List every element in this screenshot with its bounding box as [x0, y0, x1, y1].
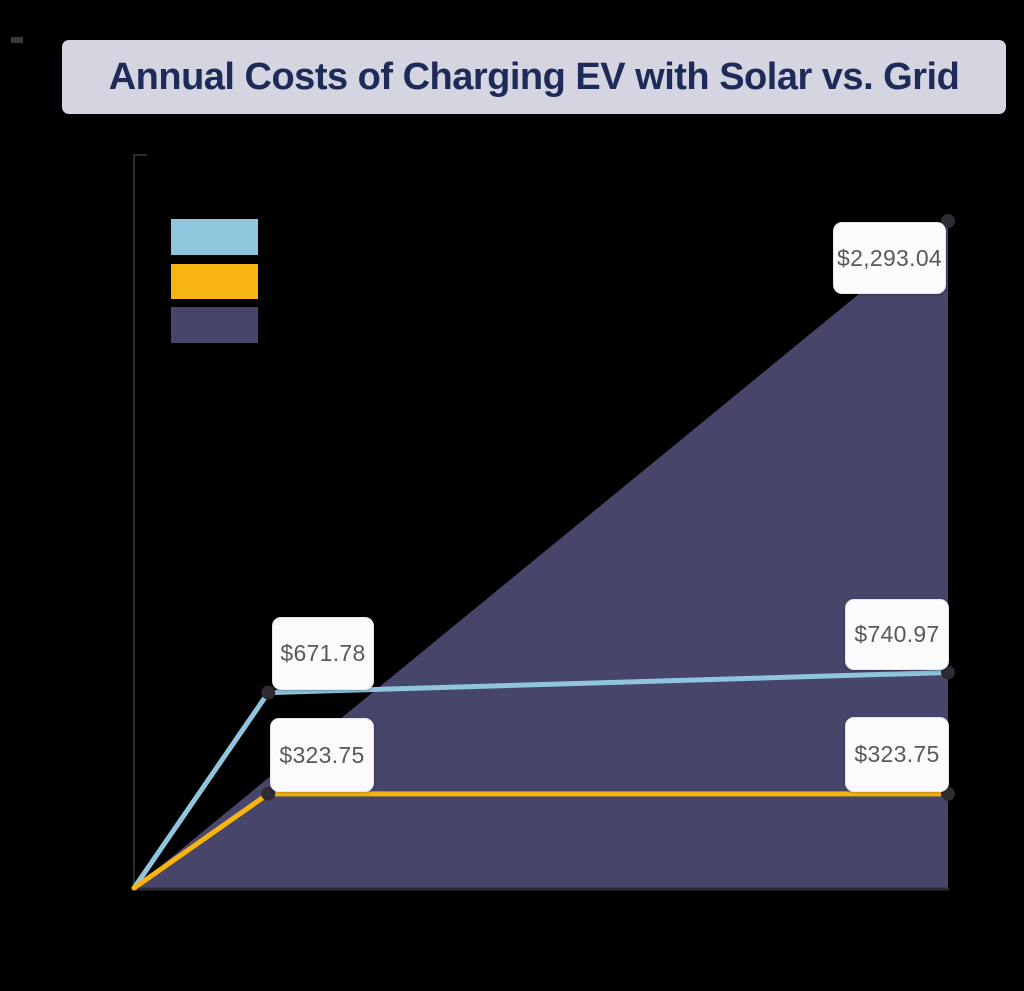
data-point-marker: [261, 786, 276, 801]
value-label-yellow-end: $323.75: [845, 717, 949, 792]
y-axis: [133, 154, 147, 889]
data-point-marker: [261, 685, 276, 700]
value-label-blue-mid: $671.78: [272, 617, 374, 690]
data-point-marker: [941, 665, 955, 680]
chart-title: Annual Costs of Charging EV with Solar v…: [108, 55, 960, 98]
corner-dash: [11, 37, 23, 43]
value-label-grid-end: $2,293.04: [833, 222, 946, 294]
legend-swatch-purple: [171, 307, 258, 343]
title-banner: Annual Costs of Charging EV with Solar v…: [62, 40, 1006, 114]
legend-swatch-blue: [171, 219, 258, 255]
legend-swatch-yellow: [171, 264, 258, 299]
data-point-marker: [941, 214, 955, 228]
value-label-blue-end: $740.97: [845, 599, 949, 670]
value-label-yellow-mid: $323.75: [270, 718, 374, 792]
